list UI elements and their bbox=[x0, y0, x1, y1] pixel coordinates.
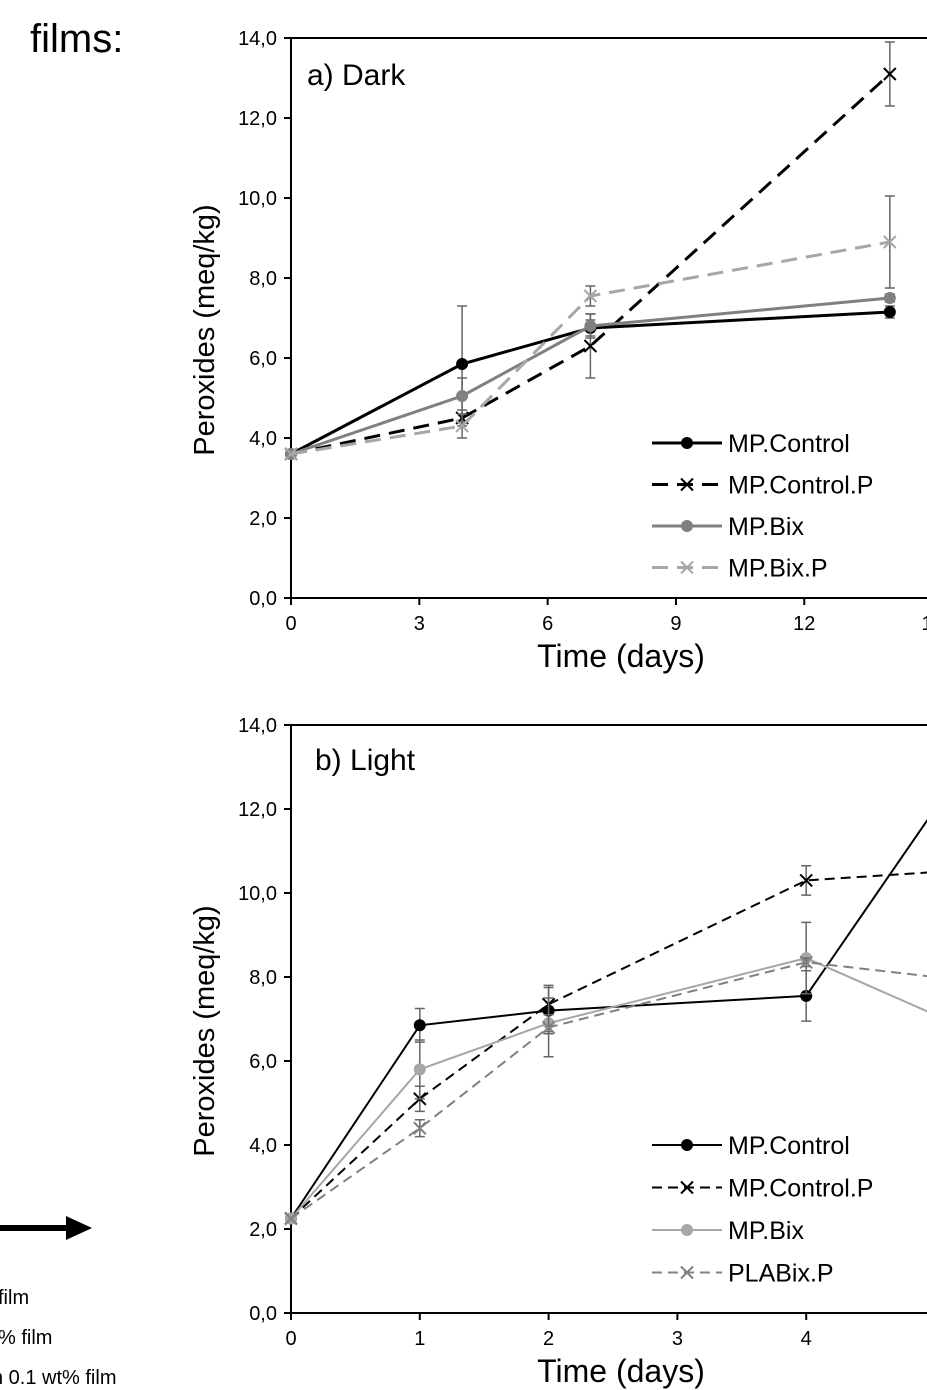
arrow-head bbox=[66, 1216, 92, 1240]
note: film bbox=[0, 1287, 29, 1309]
y-axis-label: Peroxides (meq/kg) bbox=[189, 905, 221, 1156]
marker bbox=[583, 289, 598, 303]
x-tick-label: 9 bbox=[670, 613, 681, 635]
legend-marker bbox=[681, 1139, 693, 1151]
legend-marker bbox=[681, 520, 693, 532]
plot-frame bbox=[290, 724, 927, 1314]
y-tick-label: 8,0 bbox=[249, 268, 277, 290]
marker bbox=[583, 339, 598, 353]
marker bbox=[883, 292, 896, 304]
marker bbox=[284, 1211, 298, 1226]
y-tick-label: 2,0 bbox=[249, 1219, 277, 1241]
series bbox=[284, 195, 897, 461]
marker bbox=[799, 873, 813, 888]
marker bbox=[883, 235, 897, 249]
plot-frame bbox=[290, 37, 927, 599]
y-tick-label: 14,0 bbox=[238, 28, 277, 50]
legend-marker bbox=[680, 1265, 694, 1280]
legend-label: MP.Bix bbox=[728, 513, 804, 541]
legend-label: MP.Bix.P bbox=[728, 555, 828, 583]
series-line bbox=[290, 240, 891, 456]
marker bbox=[883, 67, 897, 81]
y-tick-label: 6,0 bbox=[249, 348, 277, 370]
marker bbox=[413, 1121, 427, 1135]
x-axis-label: Time (days) bbox=[537, 1353, 705, 1389]
annotation: a) Dark bbox=[307, 59, 406, 92]
series bbox=[284, 955, 927, 1226]
y-tick-label: 14,0 bbox=[238, 715, 277, 737]
legend-label: MP.Control.P bbox=[728, 472, 873, 500]
y-tick-label: 10,0 bbox=[238, 883, 277, 905]
x-tick-label: 4 bbox=[801, 1328, 812, 1350]
x-tick-label: 3 bbox=[414, 613, 425, 635]
legend-marker bbox=[680, 560, 694, 575]
x-tick-label: 2 bbox=[543, 1328, 554, 1350]
legend-label: PLABix.P bbox=[728, 1260, 834, 1288]
x-tick-label: 0 bbox=[285, 613, 296, 635]
marker bbox=[456, 390, 469, 402]
y-tick-label: 8,0 bbox=[249, 967, 277, 989]
marker bbox=[456, 358, 469, 370]
series bbox=[285, 818, 927, 1225]
y-axis-label: Peroxides (meq/kg) bbox=[189, 204, 221, 455]
series bbox=[284, 41, 897, 461]
legend-marker bbox=[681, 437, 693, 449]
y-tick-label: 4,0 bbox=[249, 428, 277, 450]
legend-marker bbox=[680, 477, 694, 492]
marker bbox=[883, 306, 896, 318]
heading: films: bbox=[30, 17, 123, 61]
series-line bbox=[290, 72, 891, 456]
x-tick-label: 0 bbox=[285, 1328, 296, 1350]
marker bbox=[584, 320, 597, 332]
marker bbox=[413, 1063, 426, 1076]
y-tick-label: 4,0 bbox=[249, 1135, 277, 1157]
note: % film bbox=[0, 1327, 52, 1349]
y-tick-label: 12,0 bbox=[238, 108, 277, 130]
series-line bbox=[290, 310, 890, 456]
marker bbox=[413, 1019, 426, 1032]
x-axis-label: Time (days) bbox=[537, 638, 705, 674]
x-tick-label: 1 bbox=[414, 1328, 425, 1350]
x-tick-label: 12 bbox=[793, 613, 815, 635]
annotation: b) Light bbox=[315, 744, 416, 777]
marker bbox=[541, 1020, 556, 1035]
y-tick-label: 2,0 bbox=[249, 508, 277, 530]
legend-label: MP.Control bbox=[728, 1132, 850, 1160]
legend-label: MP.Control bbox=[728, 430, 850, 458]
y-tick-label: 6,0 bbox=[249, 1051, 277, 1073]
x-tick-label: 15 bbox=[921, 613, 927, 635]
marker bbox=[455, 419, 469, 433]
y-tick-label: 0,0 bbox=[249, 588, 277, 610]
x-tick-label: 6 bbox=[542, 613, 553, 635]
x-tick-label: 3 bbox=[672, 1328, 683, 1350]
legend-label: MP.Control.P bbox=[728, 1175, 873, 1203]
series-line bbox=[290, 871, 927, 1220]
y-tick-label: 10,0 bbox=[238, 188, 277, 210]
y-tick-label: 12,0 bbox=[238, 799, 277, 821]
legend-label: MP.Bix bbox=[728, 1217, 804, 1245]
y-tick-label: 0,0 bbox=[249, 1303, 277, 1325]
marker bbox=[284, 447, 298, 461]
marker bbox=[800, 989, 813, 1002]
marker bbox=[799, 955, 813, 970]
legend-marker bbox=[681, 1224, 693, 1236]
series bbox=[284, 864, 927, 1226]
legend-marker bbox=[680, 1180, 694, 1195]
note: n 0.1 wt% film bbox=[0, 1367, 116, 1389]
